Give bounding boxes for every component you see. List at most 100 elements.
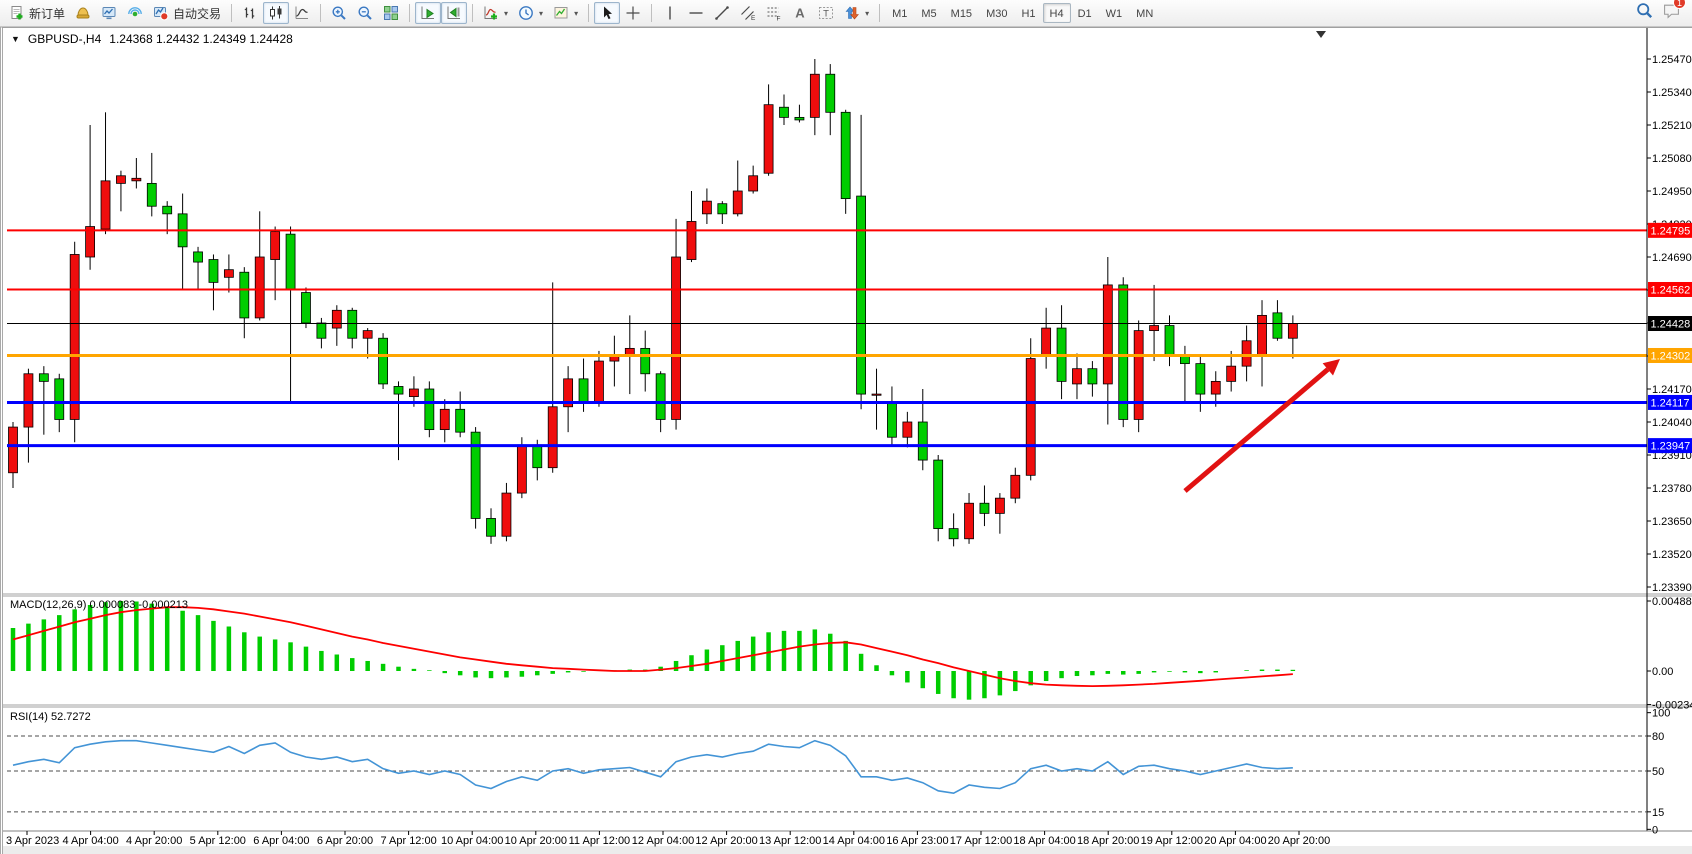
candle bbox=[301, 287, 311, 329]
zoom-out-icon bbox=[358, 6, 372, 20]
candles-icon bbox=[270, 6, 282, 20]
time-tick-label: 18 Apr 20:00 bbox=[1077, 835, 1139, 847]
dropdown-caret-icon: ▾ bbox=[574, 8, 579, 18]
vline-icon bbox=[669, 6, 671, 20]
text-button[interactable]: A bbox=[787, 2, 813, 24]
timeframe-button-h4[interactable]: H4 bbox=[1042, 3, 1071, 23]
timeframe-button-d1[interactable]: D1 bbox=[1077, 8, 1092, 20]
candle bbox=[270, 226, 281, 301]
candle bbox=[1025, 338, 1036, 481]
auto-trading-button[interactable]: 自动交易 bbox=[148, 2, 226, 24]
timeframe-button-m30[interactable]: M30 bbox=[986, 8, 1008, 20]
candle bbox=[424, 381, 435, 438]
candle bbox=[1272, 300, 1283, 341]
trend-arrow-annotation[interactable] bbox=[1183, 359, 1340, 493]
svg-text:A: A bbox=[795, 6, 805, 21]
hline-icon bbox=[689, 12, 703, 14]
chart-shift-marker-icon[interactable] bbox=[1316, 31, 1326, 38]
vertical-line-button[interactable] bbox=[657, 2, 683, 24]
time-tick-label: 4 Apr 20:00 bbox=[126, 835, 182, 847]
candle bbox=[223, 254, 234, 293]
horizontal-line-button[interactable] bbox=[683, 2, 709, 24]
chart-shift-button[interactable] bbox=[441, 2, 468, 24]
candle bbox=[100, 112, 111, 235]
market-watch-button[interactable] bbox=[96, 2, 122, 24]
price-tick-label: 1.25080 bbox=[1652, 153, 1692, 165]
zoom-out-button[interactable] bbox=[352, 2, 378, 24]
candle bbox=[563, 366, 574, 433]
bar-chart-icon bbox=[244, 7, 255, 19]
new-chart-button[interactable]: ▾ bbox=[478, 2, 513, 24]
cursor-icon bbox=[604, 6, 613, 20]
candlestick-chart-button[interactable] bbox=[263, 2, 290, 24]
timeframe-button-mn[interactable]: MN bbox=[1136, 8, 1154, 20]
search-button[interactable] bbox=[1636, 2, 1653, 24]
signals-button[interactable] bbox=[122, 2, 148, 24]
candle bbox=[85, 125, 95, 270]
auto-scroll-icon bbox=[421, 6, 435, 19]
zoom-in-button[interactable] bbox=[326, 2, 352, 24]
timeframe-button-m1[interactable]: M1 bbox=[892, 8, 908, 20]
auto-scroll-button[interactable] bbox=[415, 2, 442, 24]
autotrading-icon bbox=[154, 7, 169, 21]
candle bbox=[640, 330, 651, 392]
candle bbox=[1210, 371, 1221, 407]
one-click-trading-toggle-icon[interactable]: ▼ bbox=[11, 34, 20, 44]
candle bbox=[1226, 350, 1237, 392]
price-chart[interactable]: 1.254701.253401.252101.250801.249501.248… bbox=[3, 28, 1692, 854]
time-tick-label: 18 Apr 04:00 bbox=[1013, 835, 1075, 847]
timeframe-button-h1[interactable]: H1 bbox=[1021, 8, 1036, 20]
toolbar-separator bbox=[409, 4, 411, 22]
trendline-button[interactable] bbox=[709, 2, 735, 24]
chart-shift-icon bbox=[447, 6, 461, 19]
bar-chart-button[interactable] bbox=[237, 2, 263, 24]
chart-ohlc-values: 1.24368 1.24432 1.24349 1.24428 bbox=[109, 32, 293, 46]
price-tag: 1.24562 bbox=[1648, 281, 1692, 297]
cursor-button[interactable] bbox=[594, 2, 621, 24]
crosshair-button[interactable] bbox=[620, 2, 646, 24]
equidistant-channel-button[interactable]: E bbox=[735, 2, 761, 24]
candle bbox=[193, 246, 203, 290]
notifications-button[interactable]: 1 bbox=[1663, 0, 1686, 24]
rsi-tick-label: 50 bbox=[1652, 766, 1664, 778]
shapes-icon bbox=[845, 6, 860, 20]
candle bbox=[763, 84, 774, 176]
fibo-icon: F bbox=[767, 7, 781, 22]
candle bbox=[162, 201, 173, 235]
toolbar-group: 新订单 自动交易 bbox=[4, 0, 226, 26]
svg-text:1.24302: 1.24302 bbox=[1651, 350, 1691, 362]
candle bbox=[717, 201, 728, 224]
templates-button[interactable]: ▾ bbox=[548, 2, 583, 24]
tile-windows-button[interactable] bbox=[378, 2, 404, 24]
chart-title: ▼ GBPUSD-,H4 1.24368 1.24432 1.24349 1.2… bbox=[11, 32, 293, 46]
time-tick-label: 10 Apr 20:00 bbox=[505, 835, 567, 847]
arrows-button[interactable]: ▾ bbox=[839, 2, 874, 24]
candlestick-series bbox=[8, 59, 1298, 547]
periods-button[interactable]: ▾ bbox=[513, 2, 548, 24]
timeframe-button-m15[interactable]: M15 bbox=[950, 8, 973, 20]
svg-text:F: F bbox=[777, 16, 781, 22]
fibonacci-button[interactable]: F bbox=[761, 2, 787, 24]
svg-text:1.23947: 1.23947 bbox=[1651, 441, 1691, 453]
price-tick-label: 1.24170 bbox=[1652, 384, 1692, 396]
candle bbox=[840, 109, 851, 214]
candle bbox=[486, 508, 496, 544]
time-tick-label: 14 Apr 04:00 bbox=[823, 835, 885, 847]
chart-window: 1.254701.253401.252101.250801.249501.248… bbox=[0, 27, 1692, 854]
candle bbox=[979, 485, 990, 527]
trendline-icon bbox=[715, 6, 729, 20]
toolbar-group: M1 M5 M15 M30 H1 H4 D1 W1 MN bbox=[885, 0, 1160, 26]
macd-series bbox=[10, 601, 1296, 700]
time-tick-label: 6 Apr 20:00 bbox=[317, 835, 373, 847]
line-chart-button[interactable] bbox=[289, 2, 315, 24]
macd-tick-label: 0.004882 bbox=[1652, 596, 1692, 608]
publisher-button[interactable] bbox=[70, 2, 96, 24]
timeframe-button-m5[interactable]: M5 bbox=[921, 8, 937, 20]
text-label-button[interactable]: T bbox=[813, 2, 839, 24]
price-tick-label: 1.25210 bbox=[1652, 120, 1692, 132]
toolbar-group bbox=[237, 0, 315, 26]
new-order-button[interactable]: 新订单 bbox=[4, 2, 70, 24]
auto-trading-label: 自动交易 bbox=[173, 6, 222, 21]
toolbar-separator bbox=[231, 4, 233, 22]
timeframe-button-w1[interactable]: W1 bbox=[1105, 8, 1123, 20]
